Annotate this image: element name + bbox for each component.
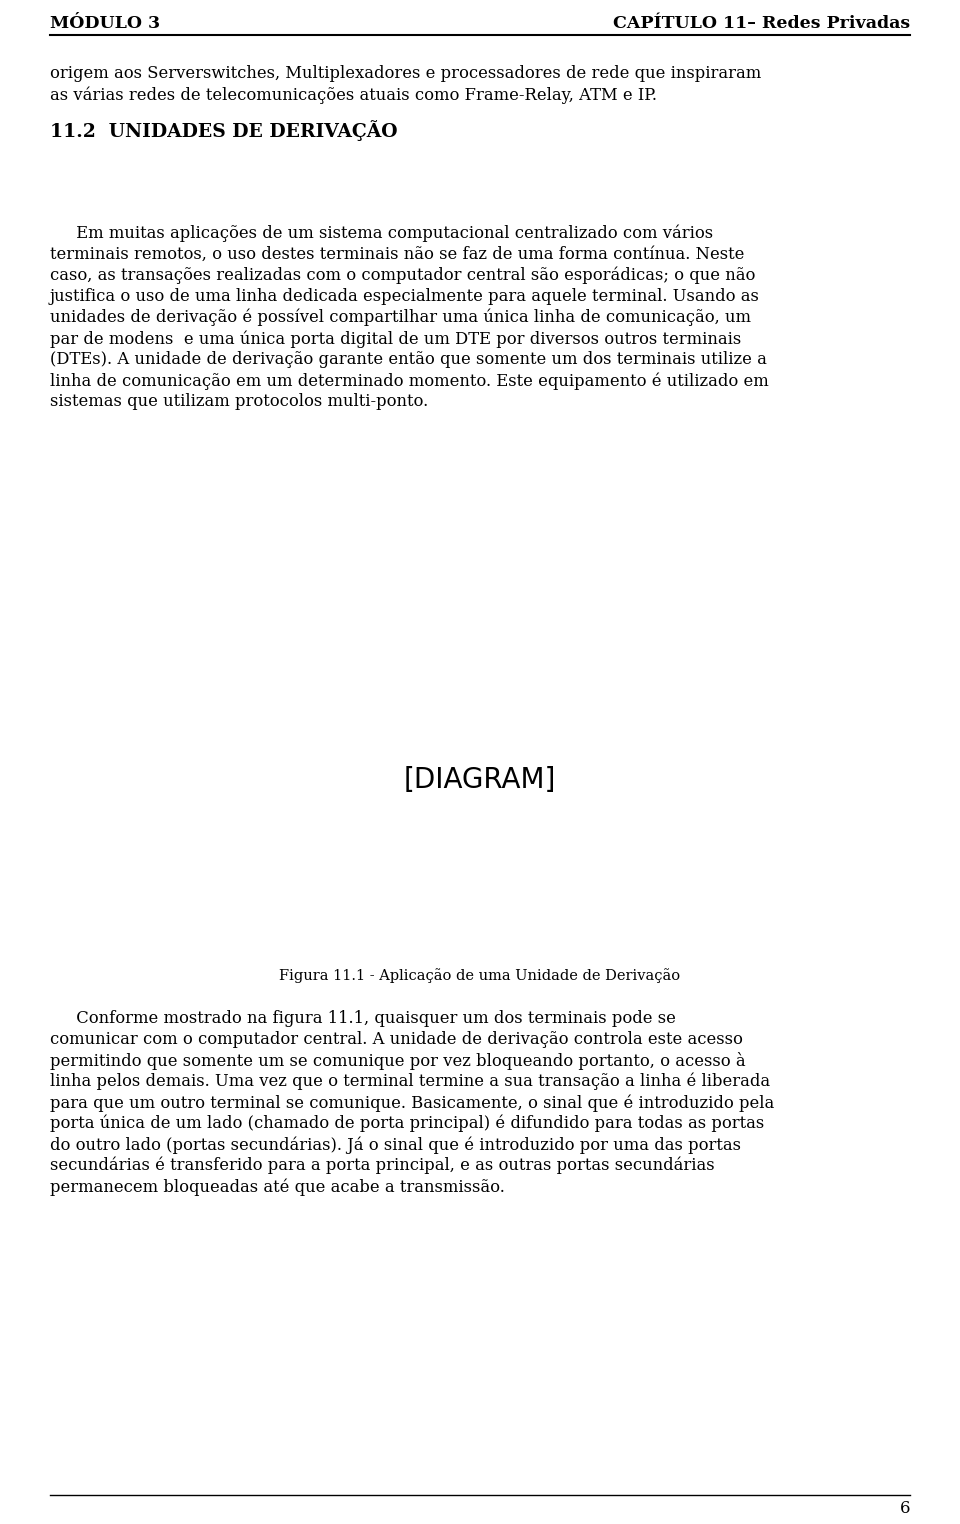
Text: secundárias é transferido para a porta principal, e as outras portas secundárias: secundárias é transferido para a porta p… [50,1157,714,1175]
Text: as várias redes de telecomunicações atuais como Frame-Relay, ATM e IP.: as várias redes de telecomunicações atua… [50,87,657,105]
Text: Figura 11.1 - Aplicação de uma Unidade de Derivação: Figura 11.1 - Aplicação de uma Unidade d… [279,968,681,983]
Text: porta única de um lado (chamado de porta principal) é difundido para todas as po: porta única de um lado (chamado de porta… [50,1116,764,1132]
Text: origem aos Serverswitches, Multiplexadores e processadores de rede que inspirara: origem aos Serverswitches, Multiplexador… [50,66,761,82]
Text: 11.2  UNIDADES DE DERIVAÇÃO: 11.2 UNIDADES DE DERIVAÇÃO [50,120,397,140]
Text: do outro lado (portas secundárias). Já o sinal que é introduzido por uma das por: do outro lado (portas secundárias). Já o… [50,1135,741,1154]
Text: CAPÍTULO 11– Redes Privadas: CAPÍTULO 11– Redes Privadas [612,15,910,32]
Text: par de modens  e uma única porta digital de um DTE por diversos outros terminais: par de modens e uma única porta digital … [50,331,741,347]
Text: para que um outro terminal se comunique. Basicamente, o sinal que é introduzido : para que um outro terminal se comunique.… [50,1094,775,1111]
Text: comunicar com o computador central. A unidade de derivação controla este acesso: comunicar com o computador central. A un… [50,1032,743,1049]
Text: linha pelos demais. Uma vez que o terminal termine a sua transação a linha é lib: linha pelos demais. Uma vez que o termin… [50,1073,770,1091]
Text: sistemas que utilizam protocolos multi-ponto.: sistemas que utilizam protocolos multi-p… [50,393,428,410]
Text: Conforme mostrado na figura 11.1, quaisquer um dos terminais pode se: Conforme mostrado na figura 11.1, quaisq… [50,1010,676,1027]
Text: permitindo que somente um se comunique por vez bloqueando portanto, o acesso à: permitindo que somente um se comunique p… [50,1052,746,1070]
Text: terminais remotos, o uso destes terminais não se faz de uma forma contínua. Nest: terminais remotos, o uso destes terminai… [50,245,744,264]
Text: linha de comunicação em um determinado momento. Este equipamento é utilizado em: linha de comunicação em um determinado m… [50,372,769,390]
Text: unidades de derivação é possível compartilhar uma única linha de comunicação, um: unidades de derivação é possível compart… [50,309,751,326]
Text: permanecem bloqueadas até que acabe a transmissão.: permanecem bloqueadas até que acabe a tr… [50,1178,505,1195]
Text: caso, as transações realizadas com o computador central são esporádicas; o que n: caso, as transações realizadas com o com… [50,267,756,285]
Text: (DTEs). A unidade de derivação garante então que somente um dos terminais utiliz: (DTEs). A unidade de derivação garante e… [50,351,767,367]
Text: [DIAGRAM]: [DIAGRAM] [404,767,556,794]
Text: 6: 6 [900,1500,910,1516]
Text: MÓDULO 3: MÓDULO 3 [50,15,160,32]
Text: justifica o uso de uma linha dedicada especialmente para aquele terminal. Usando: justifica o uso de uma linha dedicada es… [50,288,760,305]
Text: Em muitas aplicações de um sistema computacional centralizado com vários: Em muitas aplicações de um sistema compu… [50,226,713,242]
